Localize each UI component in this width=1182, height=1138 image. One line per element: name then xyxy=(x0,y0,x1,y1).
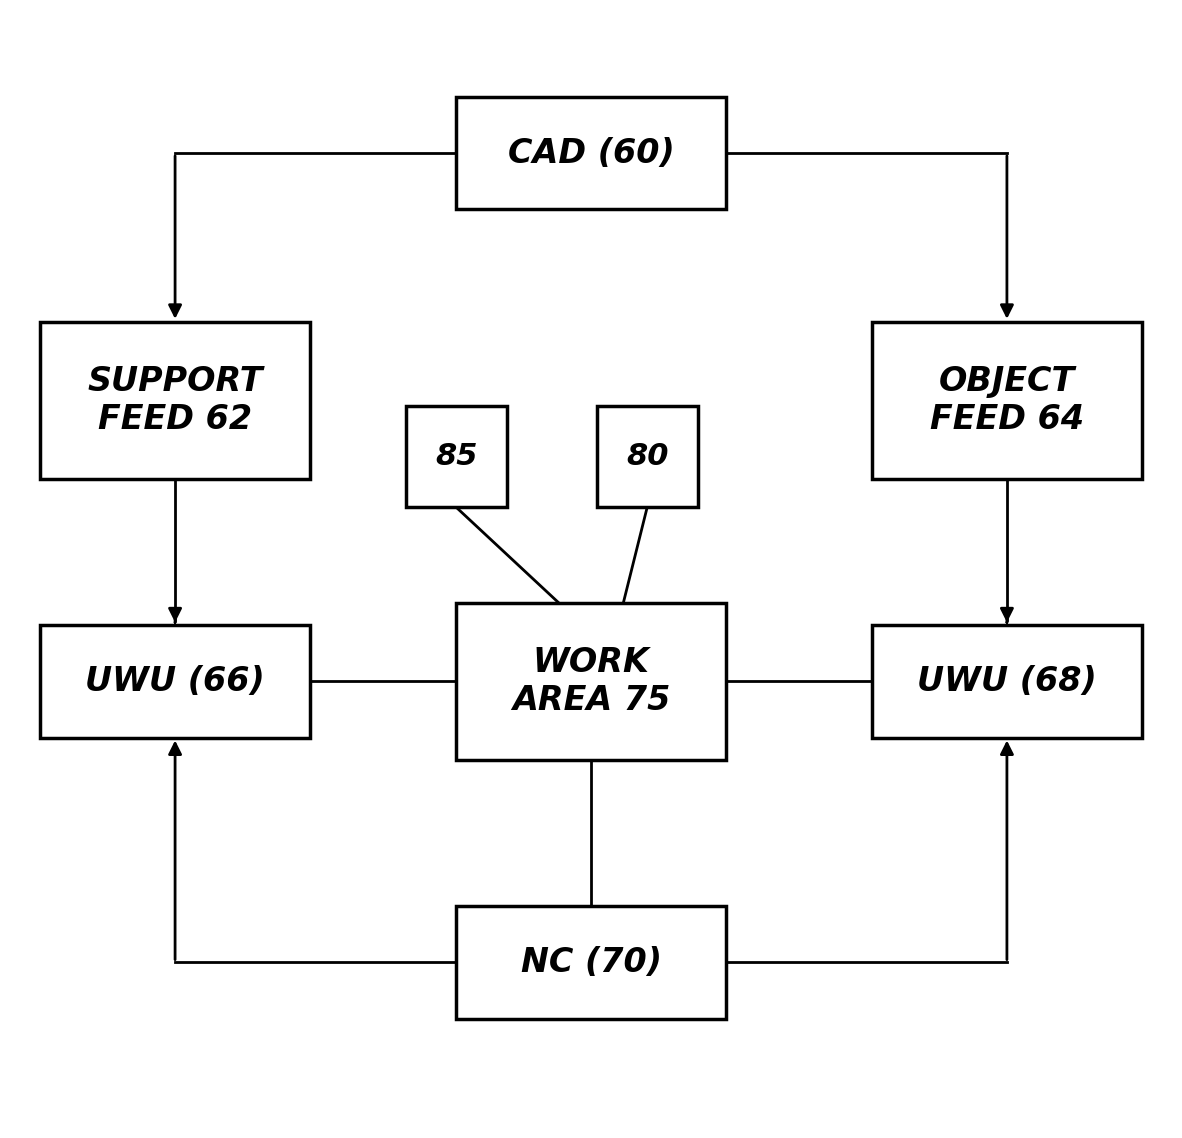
FancyBboxPatch shape xyxy=(597,406,697,508)
Text: CAD (60): CAD (60) xyxy=(507,137,675,170)
Text: 85: 85 xyxy=(435,442,478,471)
Text: UWU (68): UWU (68) xyxy=(917,665,1097,698)
Text: 80: 80 xyxy=(626,442,669,471)
Text: UWU (66): UWU (66) xyxy=(85,665,265,698)
FancyBboxPatch shape xyxy=(456,97,726,209)
FancyBboxPatch shape xyxy=(456,906,726,1019)
Text: SUPPORT
FEED 62: SUPPORT FEED 62 xyxy=(87,365,262,436)
FancyBboxPatch shape xyxy=(405,406,507,508)
FancyBboxPatch shape xyxy=(456,603,726,760)
Text: OBJECT
FEED 64: OBJECT FEED 64 xyxy=(930,365,1084,436)
FancyBboxPatch shape xyxy=(872,322,1142,479)
FancyBboxPatch shape xyxy=(40,322,310,479)
FancyBboxPatch shape xyxy=(872,625,1142,737)
Text: NC (70): NC (70) xyxy=(520,946,662,979)
FancyBboxPatch shape xyxy=(40,625,310,737)
Text: WORK
AREA 75: WORK AREA 75 xyxy=(512,645,670,717)
